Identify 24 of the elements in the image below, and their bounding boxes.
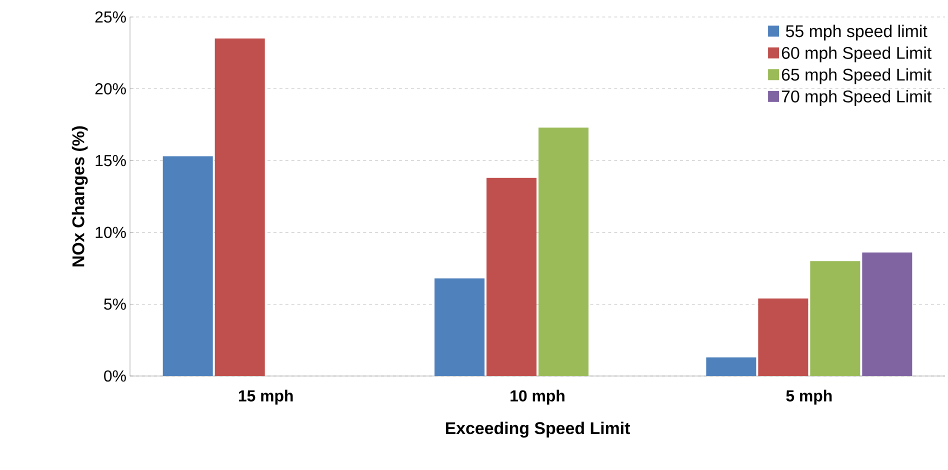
y-tick-label: 5% xyxy=(104,298,126,310)
x-tick-label: 5 mph xyxy=(786,390,832,405)
x-tick-label: 10 mph xyxy=(510,390,564,405)
y-tick-label: 25% xyxy=(95,11,126,23)
y-tick-label: 10% xyxy=(96,226,126,238)
y-axis-title: NOx Changes (%) xyxy=(72,126,88,266)
y-tick-label: 15% xyxy=(96,154,126,166)
bar xyxy=(486,178,537,376)
bar xyxy=(758,298,808,376)
bar xyxy=(434,278,485,376)
legend-label: 70 mph Speed Limit xyxy=(782,90,932,106)
y-tick-label: 0% xyxy=(104,370,126,382)
x-axis-title: Exceeding Speed Limit xyxy=(446,422,630,438)
bar xyxy=(706,357,756,376)
bar xyxy=(810,261,860,376)
legend-label: 55 mph speed limit xyxy=(786,24,928,41)
y-tick-label: 20% xyxy=(95,83,126,94)
bar xyxy=(862,252,912,376)
x-tick-label: 15 mph xyxy=(238,390,293,405)
legend-label: 60 mph Speed Limit xyxy=(782,46,932,62)
bar xyxy=(538,128,589,376)
bar xyxy=(214,38,265,376)
legend-label: 65 mph Speed Limit xyxy=(782,68,932,84)
bar xyxy=(162,156,213,376)
